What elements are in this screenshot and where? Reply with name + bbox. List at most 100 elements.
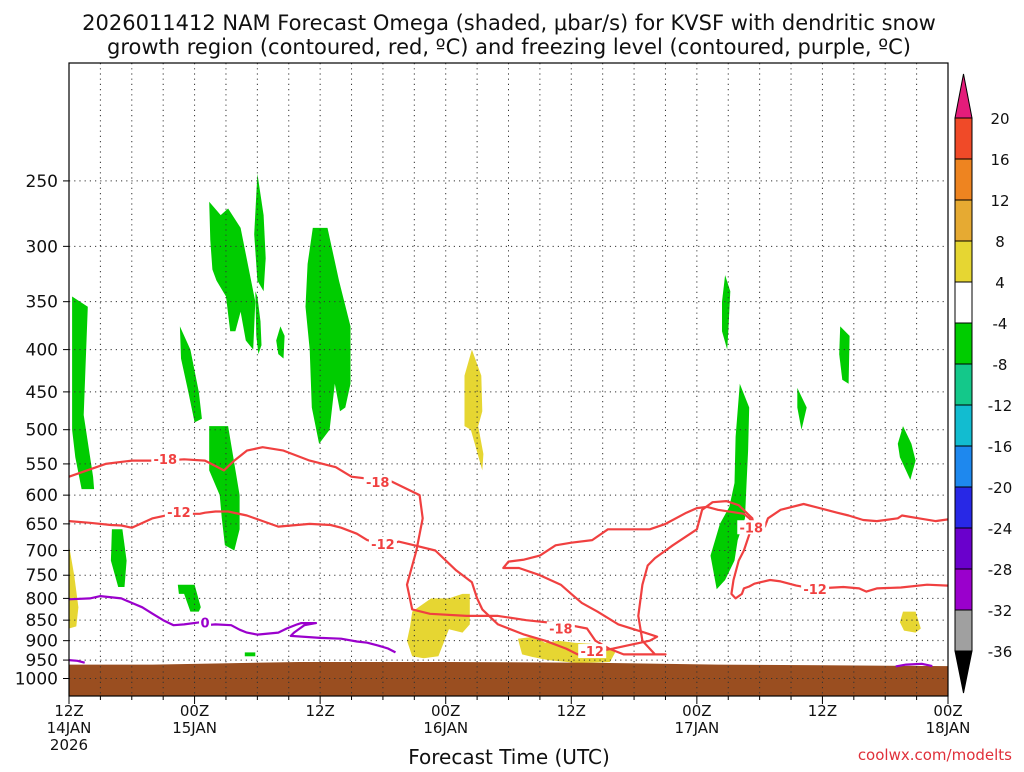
colorbar-swatch-4 [954,486,973,529]
contour-line-4 [69,659,85,664]
contour-label-1-4: -18 [740,521,764,536]
contour-label-1-3: -18 [549,623,573,638]
y-tick-label-950: 950 [26,651,58,671]
colorbar-swatch-13 [954,117,973,160]
colorbar-label-8: -4 [993,315,1008,333]
colorbar-label-13: 20 [990,110,1009,128]
contour-label-1-2: -18 [366,476,390,491]
y-tick-label-250: 250 [26,172,58,192]
y-tick-label-900: 900 [26,632,58,652]
omega-region-5 [255,291,262,355]
colorbar-label-1: -32 [988,602,1013,620]
colorbar-swatch-12 [954,158,973,201]
y-tick-label-450: 450 [26,383,58,403]
contour-label-bg-3-1 [199,615,212,630]
title-line-1: 2026011412 NAM Forecast Omega (shaded, μ… [82,11,936,35]
omega-region-6 [254,173,266,292]
x-tick-label-60-1: 17JAN [674,719,719,737]
y-tick-label-300: 300 [26,237,58,257]
contour-label-3-1: 0 [201,617,210,632]
title-line-2: growth region (contoured, red, ºC) and f… [107,35,911,59]
contour-label-2-3: -12 [580,645,604,660]
contour-label-bg-1-1 [151,451,180,466]
x-tick-label-36-0: 00Z [431,702,460,720]
omega-region-15 [797,387,807,430]
contour-line-1 [69,446,948,656]
colorbar-label-5: -16 [988,438,1013,456]
contour-label-layer: -18 -18 -18 -18 -12 -12 -12 -12 0 [151,451,830,660]
y-tick-label-750: 750 [26,566,58,586]
colorbar-swatch-11 [954,199,973,242]
contour-label-bg-2-3 [578,644,607,659]
omega-region-9 [305,227,351,444]
colorbar-arrow-bottom [954,650,973,694]
colorbar-swatch-7 [954,363,973,406]
axis-layer: 2503003504004505005506006507007508008509… [15,172,971,754]
grid-layer [69,63,948,696]
y-tick-label-550: 550 [26,455,58,475]
credit-text: coolwx.com/modelts [858,746,1012,764]
y-tick-label-850: 850 [26,611,58,631]
x-tick-label-0-0: 12Z [54,702,83,720]
colorbar-swatch-10 [954,240,973,283]
omega-region-12 [722,275,731,350]
colorbar-swatch-5 [954,445,973,488]
x-tick-label-0-2: 2026 [50,736,88,754]
contour-line-2 [69,505,948,656]
x-tick-label-36-1: 16JAN [423,719,468,737]
colorbar-label-9: 4 [995,274,1005,292]
contour-line-5 [895,662,933,668]
omega-region-4 [209,201,256,350]
x-tick-label-12-1: 15JAN [172,719,217,737]
omega-region-16 [897,426,916,480]
y-tick-label-650: 650 [26,515,58,535]
contour-line-3 [69,594,397,654]
omega-region-8 [276,326,285,359]
contour-layer [69,446,948,668]
contour-label-2-2: -12 [371,538,395,553]
colorbar-label-4: -20 [988,479,1013,497]
x-tick-label-84-1: 18JAN [926,719,971,737]
y-tick-label-350: 350 [26,293,58,313]
omega-region-14 [839,326,850,384]
omega-region-13 [710,383,750,590]
x-tick-label-60-0: 00Z [682,702,711,720]
contour-label-2-1: -12 [167,506,191,521]
contour-label-bg-2-4 [801,581,830,596]
colorbar-label-7: -8 [993,356,1008,374]
x-tick-label-48-0: 12Z [557,702,586,720]
colorbar-label-3: -24 [988,520,1013,538]
omega-region-1 [72,296,95,490]
contour-label-bg-1-4 [737,520,766,535]
colorbar-label-0: -36 [988,643,1013,661]
x-tick-label-12-0: 00Z [180,702,209,720]
x-tick-label-72-0: 12Z [808,702,837,720]
y-tick-label-600: 600 [26,486,58,506]
colorbar-label-10: 8 [995,233,1005,251]
colorbar-swatch-2 [954,568,973,611]
omega-region-21 [899,611,921,633]
contour-label-bg-1-2 [363,474,392,489]
contour-label-2-4: -12 [803,583,827,598]
colorbar-swatch-1 [954,609,973,652]
omega-region-2 [110,529,127,587]
omega-region-17 [69,545,79,629]
contour-label-bg-2-1 [164,505,193,520]
colorbar-label-2: -28 [988,561,1013,579]
x-tick-label-84-0: 00Z [933,702,962,720]
colorbar-label-6: -12 [988,397,1013,415]
y-tick-label-800: 800 [26,589,58,609]
contour-label-bg-2-2 [368,536,397,551]
colorbar-swatch-6 [954,404,973,447]
omega-region-7 [209,426,240,551]
omega-region-18 [464,349,484,471]
y-tick-label-700: 700 [26,541,58,561]
colorbar-label-12: 16 [990,151,1009,169]
y-tick-label-500: 500 [26,421,58,441]
contour-label-bg-1-3 [546,621,575,636]
x-tick-label-0-1: 14JAN [47,719,92,737]
colorbar-swatch-8 [954,322,973,365]
